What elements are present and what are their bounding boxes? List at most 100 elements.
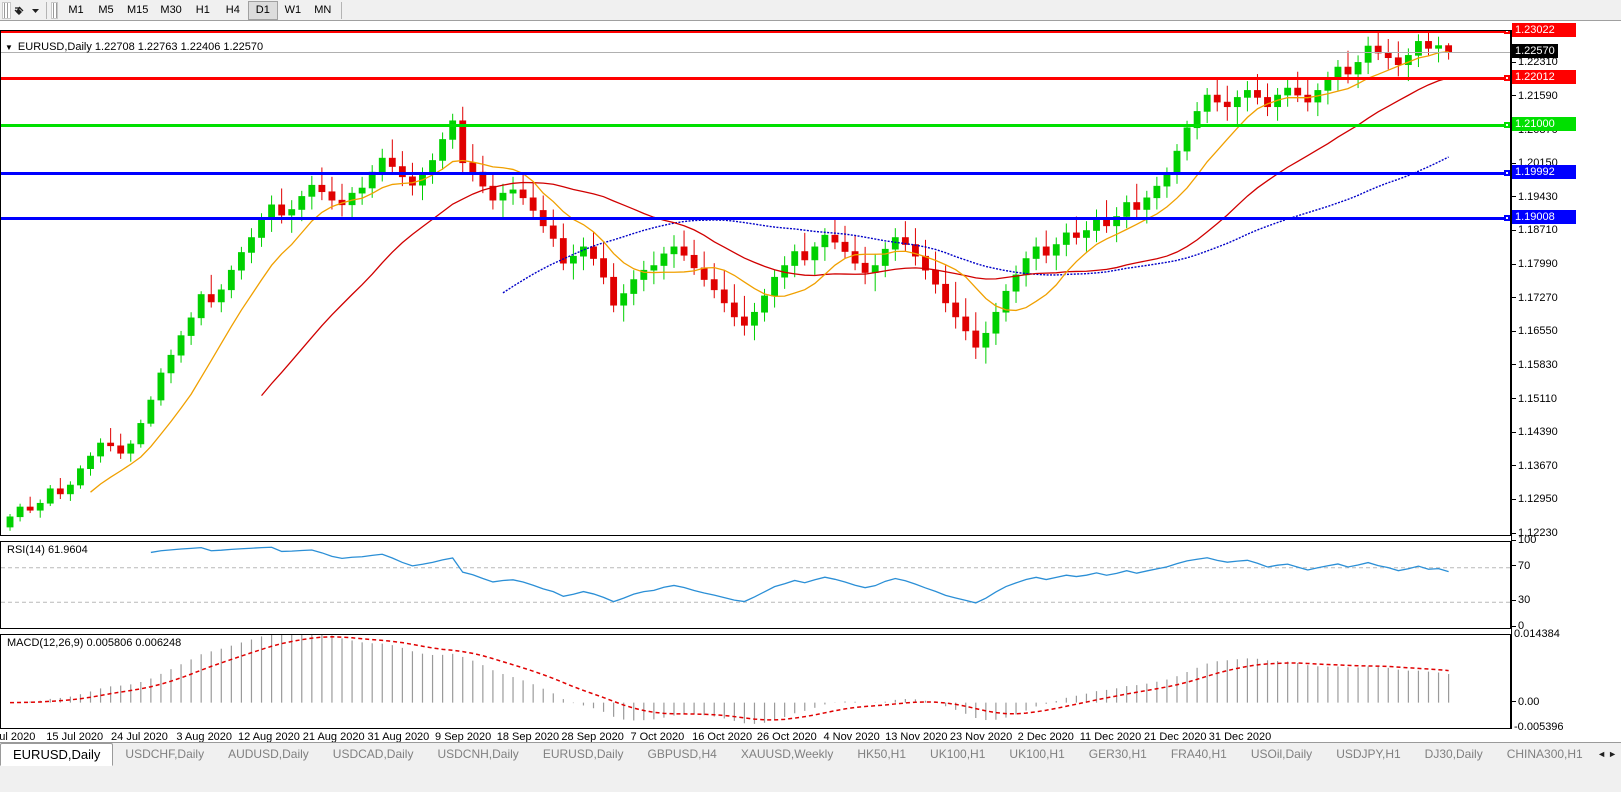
price-label-resistance-1.23022[interactable]: 1.23022 — [1512, 23, 1576, 37]
chart-tab-uk100-h1[interactable]: UK100,H1 — [1009, 747, 1065, 761]
macd-plot[interactable] — [1, 635, 1510, 728]
level-line-handle[interactable] — [1504, 215, 1510, 222]
price-label-last-price-1.22570[interactable]: 1.22570 — [1512, 44, 1558, 59]
date-tick: 23 Nov 2020 — [949, 731, 1013, 743]
date-tick: 13 Nov 2020 — [885, 731, 948, 743]
timeframe-grip[interactable] — [51, 1, 58, 19]
level-line-handle[interactable] — [1504, 169, 1510, 176]
macd-pane[interactable]: MACD(12,26,9) 0.005806 0.006248 — [0, 634, 1511, 729]
date-tick: 3 Aug 2020 — [176, 731, 233, 743]
tab-scroll-right-icon[interactable]: ► — [1608, 749, 1617, 759]
level-line-bar — [1, 124, 1510, 128]
price-tick-1.21590: 1.21590 — [1512, 90, 1558, 102]
chart-tab-uk100-h1[interactable]: UK100,H1 — [930, 747, 986, 761]
price-label-support-1.19992[interactable]: 1.19992 — [1512, 164, 1576, 179]
price-plot[interactable] — [1, 31, 1510, 535]
tab-list: EURUSD,Daily USDCHF,Daily AUDUSD,Daily USDC… — [0, 743, 1597, 766]
price-tick-1.17270: 1.17270 — [1512, 292, 1558, 304]
chart-tab-usdcad-daily[interactable]: USDCAD,Daily — [332, 747, 414, 761]
chart-tab-usoil-daily[interactable]: USOil,Daily — [1250, 747, 1313, 761]
date-tick: 26 Oct 2020 — [756, 731, 817, 743]
cursor-icon[interactable] — [11, 1, 27, 19]
date-tick: 18 Sep 2020 — [496, 731, 560, 743]
date-tick: 16 Oct 2020 — [692, 731, 753, 743]
chart-tab-us[interactable]: US — [1595, 743, 1597, 765]
tab-scroll-controls[interactable]: ◄ ► — [1597, 743, 1621, 765]
level-line-handle[interactable] — [1504, 122, 1510, 129]
macd-label: MACD(12,26,9) 0.005806 0.006248 — [5, 637, 184, 649]
chart-tab-eurusd-daily[interactable]: EURUSD,Daily — [0, 743, 114, 766]
timeframe-button-m30[interactable]: M30 — [160, 4, 182, 16]
tab-scroll-left-icon[interactable]: ◄ — [1597, 749, 1607, 759]
date-axis[interactable]: 6 Jul 2020 15 Jul 2020 24 Jul 2020 3 Aug 20… — [0, 729, 1511, 753]
chart-area[interactable]: ▼ EURUSD,Daily 1.22708 1.22763 1.22406 1… — [0, 21, 1621, 743]
timeframe-button-h4[interactable]: H4 — [225, 4, 240, 16]
chart-tab-hk50-h1[interactable]: HK50,H1 — [857, 747, 907, 761]
timeframe-button-m1[interactable]: M1 — [68, 4, 84, 16]
timeframe-button-h1[interactable]: H1 — [195, 4, 210, 16]
rsi-series — [1, 546, 1510, 604]
chart-tab-ger30-h1[interactable]: GER30,H1 — [1088, 747, 1147, 761]
timeframe-button-mn[interactable]: MN — [314, 4, 332, 16]
toolbar-divider — [46, 1, 47, 19]
price-tick-1.12950: 1.12950 — [1512, 493, 1558, 505]
level-line-bar — [1, 217, 1510, 221]
dropdown-arrow-icon[interactable] — [27, 1, 43, 19]
chart-tab-usdchf-daily[interactable]: USDCHF,Daily — [125, 747, 205, 761]
date-tick: 21 Dec 2020 — [1144, 731, 1207, 743]
price-label-support-1.21000[interactable]: 1.21000 — [1512, 117, 1576, 132]
level-line-bar — [1, 31, 1510, 33]
chart-tab-xauusd-weekly[interactable]: XAUUSD,Weekly — [740, 747, 834, 761]
macd-tick-0.00: 0.00 — [1512, 696, 1539, 708]
chart-tab-gbpusd-h4[interactable]: GBPUSD,H4 — [647, 747, 717, 761]
candlestick-series — [6, 31, 1453, 531]
macd-tick-0.014384: 0.014384 — [1514, 628, 1560, 640]
level-line-handle[interactable] — [1504, 75, 1510, 82]
chart-tab-dj30-daily[interactable]: DJ30,Daily — [1424, 747, 1483, 761]
rsi-tick-0: 0 — [1512, 620, 1524, 632]
price-axis[interactable]: 1.223101.215901.208701.201501.194301.187… — [1511, 23, 1621, 733]
rsi-tick-100: 100 — [1512, 534, 1536, 546]
price-tick-1.14390: 1.14390 — [1512, 426, 1558, 438]
price-label-resistance-1.22012[interactable]: 1.22012 — [1512, 70, 1576, 85]
chart-tab-china300-h1[interactable]: CHINA300,H1 — [1506, 747, 1583, 761]
rsi-plot[interactable] — [1, 542, 1510, 628]
rsi-pane[interactable]: RSI(14) 61.9604 — [0, 541, 1511, 629]
timeframe-button-d1[interactable]: D1 — [247, 0, 278, 20]
chart-tab-fra40-h1[interactable]: FRA40,H1 — [1170, 747, 1227, 761]
timeframe-button-w1[interactable]: W1 — [284, 4, 302, 16]
price-pane[interactable]: ▼ EURUSD,Daily 1.22708 1.22763 1.22406 1… — [0, 30, 1511, 536]
chart-tab-usdjpy-h1[interactable]: USDJPY,H1 — [1336, 747, 1401, 761]
level-line-handle[interactable] — [1504, 31, 1510, 34]
toolbar-divider-right — [340, 1, 342, 19]
chart-tab-bar[interactable]: EURUSD,Daily USDCHF,Daily AUDUSD,Daily USDC… — [0, 742, 1621, 792]
date-tick: 21 Aug 2020 — [302, 731, 365, 743]
chart-tab-usdcnh-daily[interactable]: USDCNH,Daily — [437, 747, 519, 761]
price-tick-1.22310: 1.22310 — [1512, 56, 1558, 68]
chart-tab-audusd-daily[interactable]: AUDUSD,Daily — [228, 747, 309, 761]
chart-tab-eurusd-daily[interactable]: EURUSD,Daily — [542, 747, 624, 761]
date-tick: 28 Sep 2020 — [561, 731, 624, 743]
date-tick: 2 Dec 2020 — [1017, 731, 1074, 743]
price-tick-1.12230: 1.12230 — [1512, 527, 1558, 539]
date-tick: 6 Jul 2020 — [0, 731, 36, 743]
level-line-bar — [1, 171, 1510, 175]
date-tick: 9 Sep 2020 — [435, 731, 492, 743]
date-tick: 31 Aug 2020 — [367, 731, 430, 743]
macd-series — [10, 635, 1450, 724]
symbol-quote-line: ▼ EURUSD,Daily 1.22708 1.22763 1.22406 1… — [5, 41, 263, 53]
price-tick-1.19430: 1.19430 — [1512, 191, 1558, 203]
toolbar-grip[interactable] — [2, 1, 11, 19]
price-tick-1.13670: 1.13670 — [1512, 460, 1558, 472]
date-tick: 31 Dec 2020 — [1208, 731, 1272, 743]
date-tick: 7 Oct 2020 — [630, 731, 685, 743]
timeframe-button-m5[interactable]: M5 — [98, 4, 114, 16]
date-tick: 4 Nov 2020 — [823, 731, 880, 743]
chart-menu-caret-icon[interactable]: ▼ — [5, 42, 13, 52]
price-tick-1.15110: 1.15110 — [1512, 393, 1557, 405]
price-tick-1.17990: 1.17990 — [1512, 258, 1558, 270]
timeframe-button-m15[interactable]: M15 — [127, 4, 149, 16]
price-label-support-1.19008[interactable]: 1.19008 — [1512, 210, 1576, 225]
last-price-gridline — [1, 52, 1510, 54]
